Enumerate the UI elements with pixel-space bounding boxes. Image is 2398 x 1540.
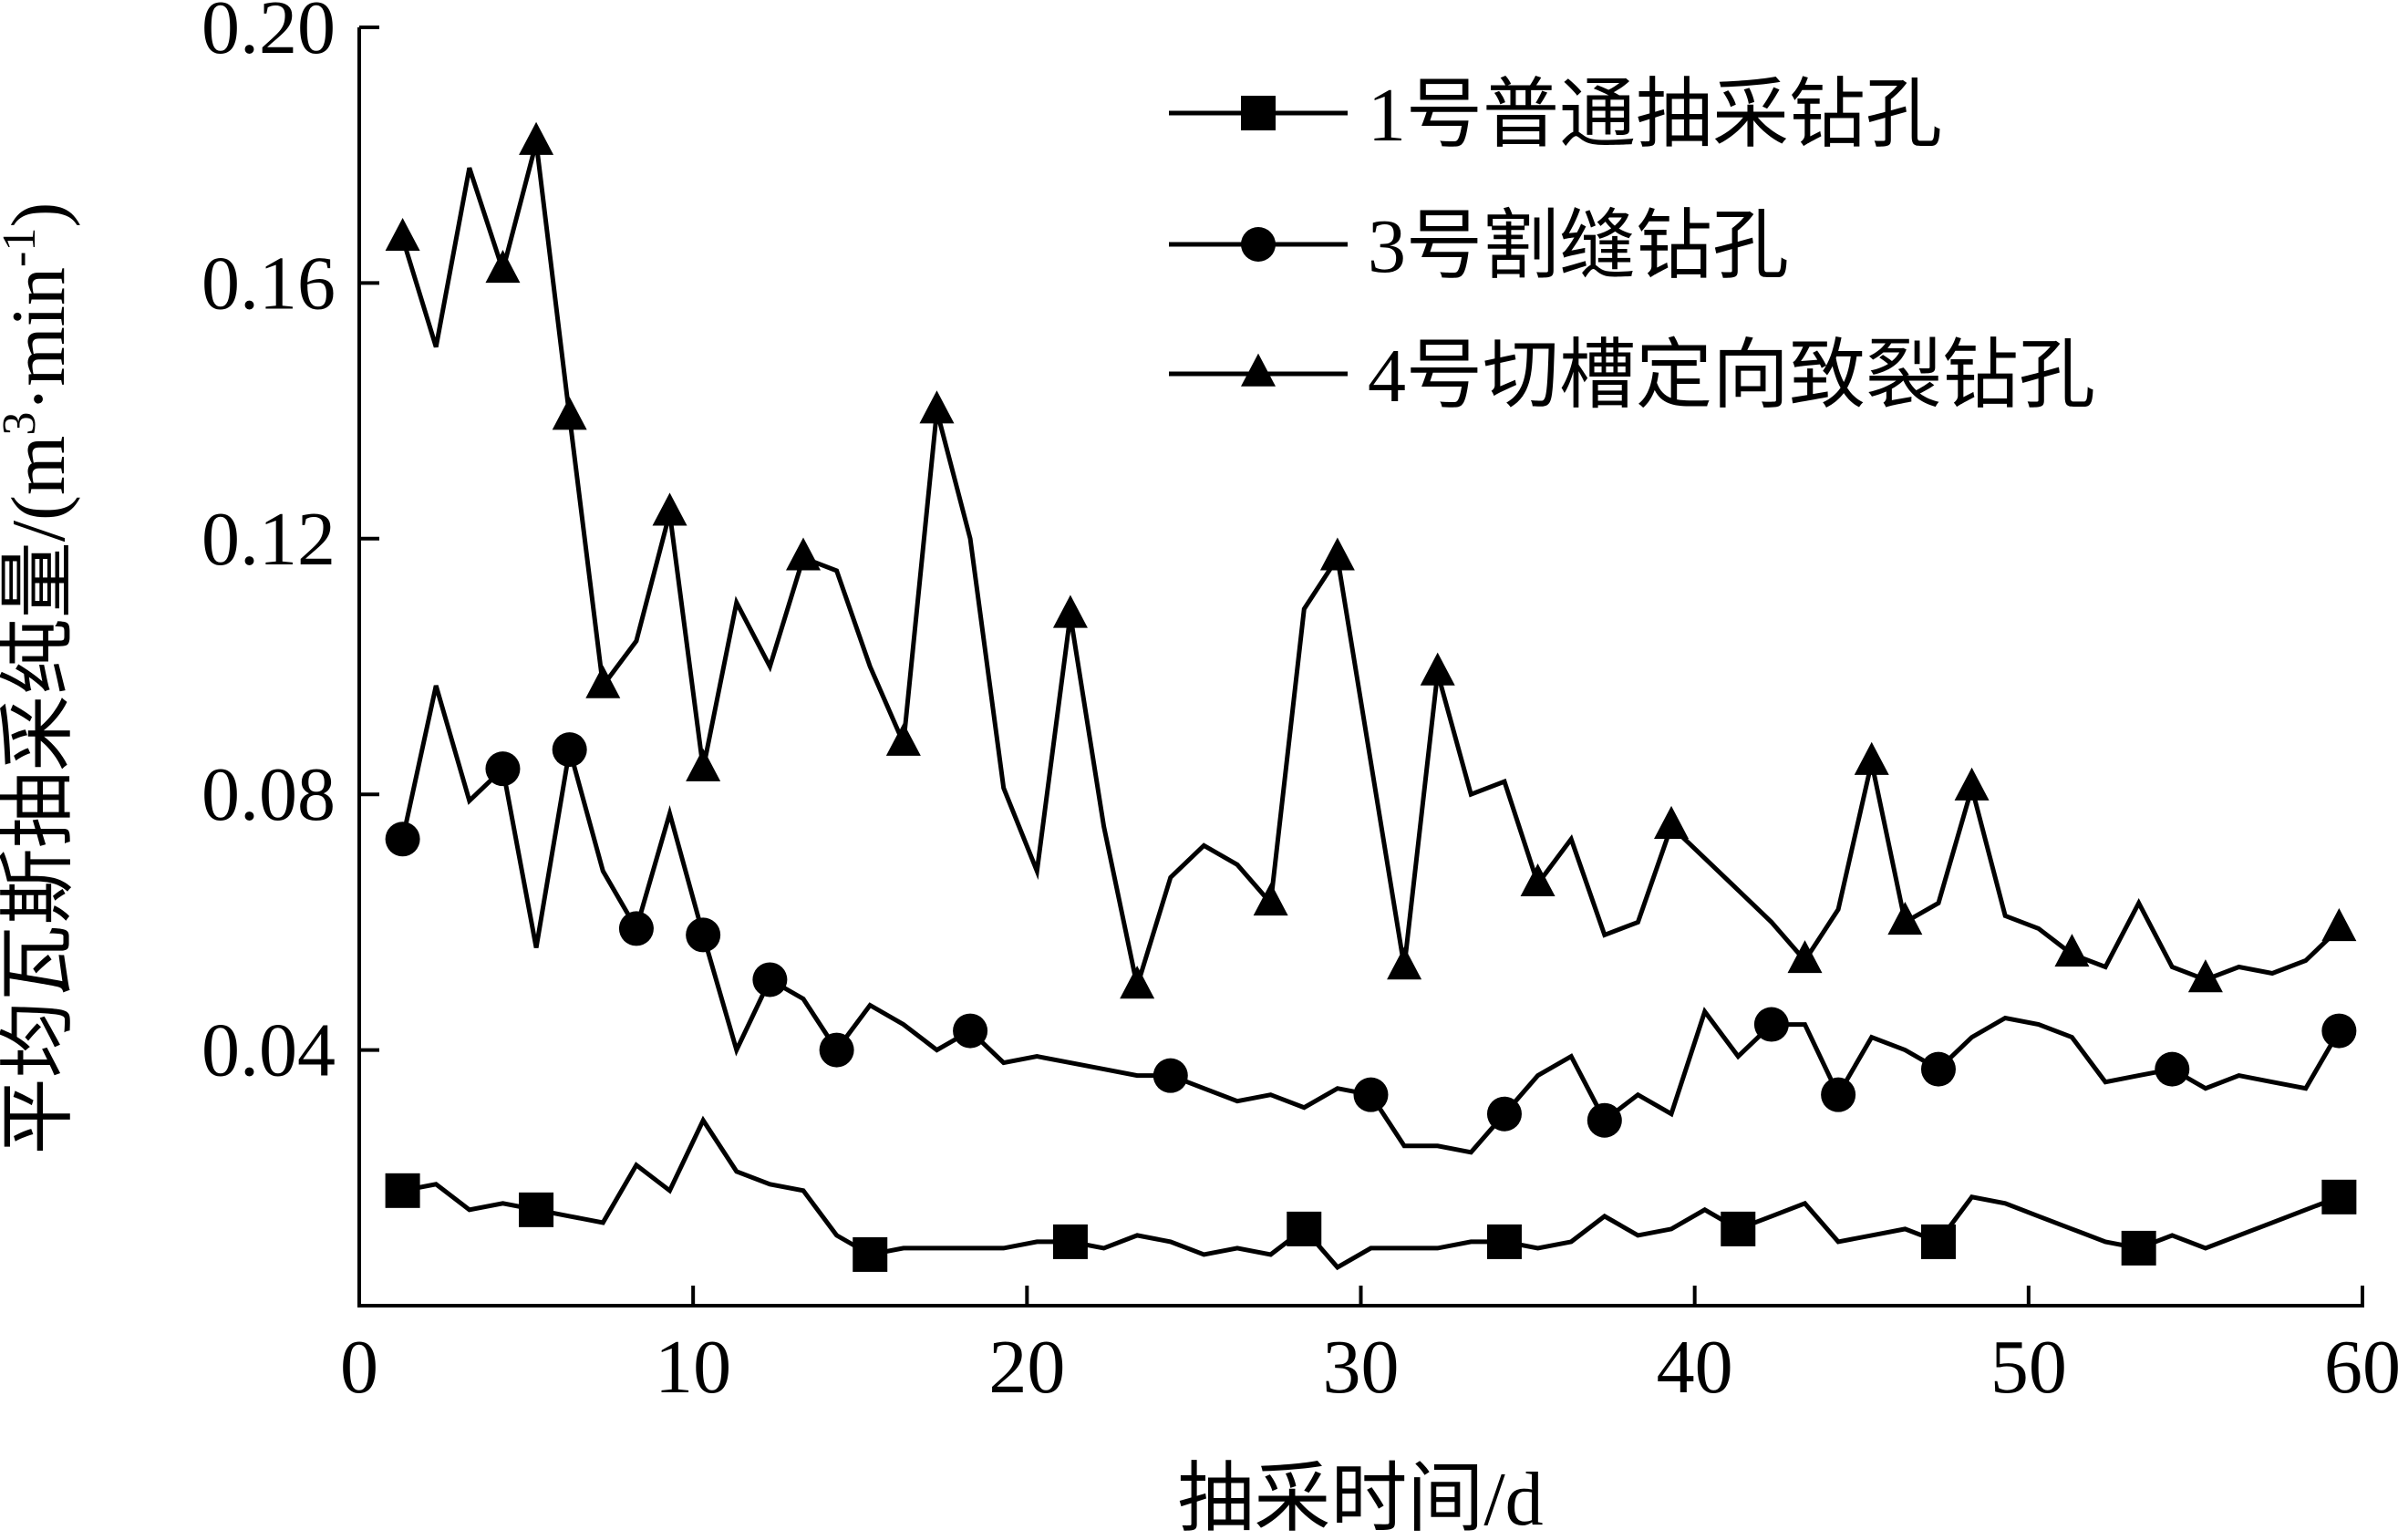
marker-triangle bbox=[919, 390, 955, 424]
marker-circle bbox=[953, 1013, 988, 1049]
marker-triangle bbox=[652, 492, 687, 526]
marker-square bbox=[1241, 96, 1276, 130]
marker-triangle bbox=[1787, 940, 1823, 974]
x-tick-label: 60 bbox=[2324, 1325, 2398, 1410]
legend: 1号普通抽采钻孔 3号割缝钻孔 4号切槽定向致裂钻孔 bbox=[1169, 73, 2095, 419]
legend-label: 3号割缝钻孔 bbox=[1368, 204, 1789, 289]
marker-square bbox=[1721, 1211, 1756, 1246]
legend-item-3: 4号切槽定向致裂钻孔 bbox=[1169, 334, 2095, 419]
marker-square bbox=[1052, 1224, 1088, 1259]
series-line bbox=[400, 141, 2341, 987]
marker-triangle bbox=[885, 722, 921, 756]
marker-circle bbox=[1753, 1007, 1789, 1042]
marker-triangle bbox=[485, 249, 521, 284]
marker-triangle bbox=[585, 665, 621, 698]
marker-square bbox=[1920, 1224, 1956, 1259]
marker-square bbox=[1287, 1211, 1322, 1246]
marker-triangle bbox=[552, 397, 587, 430]
y-axis-title-sup-3: 3 bbox=[0, 412, 46, 436]
marker-triangle bbox=[2187, 959, 2223, 993]
y-tick-label: 0.16 bbox=[202, 241, 336, 326]
y-axis-title-sup-neg1: -1 bbox=[0, 228, 46, 267]
marker-circle bbox=[1920, 1051, 1956, 1087]
y-axis-title-end: ) bbox=[0, 202, 81, 228]
marker-triangle bbox=[686, 748, 721, 781]
marker-circle bbox=[1353, 1077, 1389, 1112]
x-tick-label: 10 bbox=[655, 1325, 731, 1410]
marker-circle bbox=[819, 1032, 854, 1068]
marker-triangle bbox=[1120, 966, 1155, 999]
legend-item-2: 3号割缝钻孔 bbox=[1169, 204, 1789, 289]
x-tick-label: 30 bbox=[1323, 1325, 1400, 1410]
marker-square bbox=[853, 1236, 888, 1272]
series-line bbox=[402, 1115, 2341, 1271]
y-axis-title-mid: ·min bbox=[0, 267, 81, 412]
legend-item-1: 1号普通抽采钻孔 bbox=[1169, 73, 1942, 158]
series-2 bbox=[385, 685, 2357, 1155]
marker-triangle bbox=[385, 217, 420, 252]
marker-triangle bbox=[2054, 934, 2090, 967]
legend-label: 1号普通抽采钻孔 bbox=[1368, 73, 1942, 158]
marker-triangle bbox=[786, 537, 822, 571]
axis-frame bbox=[357, 27, 2364, 1307]
marker-triangle bbox=[1420, 652, 1455, 686]
x-tick-label: 50 bbox=[1990, 1325, 2067, 1410]
y-tick-label: 0.12 bbox=[202, 497, 336, 582]
marker-triangle bbox=[1520, 863, 1556, 897]
marker-triangle bbox=[1654, 805, 1690, 839]
marker-square bbox=[385, 1173, 420, 1208]
marker-triangle bbox=[1887, 902, 1923, 935]
marker-circle bbox=[686, 917, 721, 953]
marker-triangle bbox=[1241, 353, 1276, 387]
marker-square bbox=[2121, 1230, 2156, 1266]
marker-circle bbox=[1821, 1077, 1856, 1112]
legend-label: 4号切槽定向致裂钻孔 bbox=[1368, 334, 2095, 419]
marker-triangle bbox=[1052, 594, 1088, 628]
marker-triangle bbox=[1319, 537, 1355, 571]
x-tick-label: 20 bbox=[988, 1325, 1065, 1410]
marker-circle bbox=[385, 822, 420, 857]
marker-circle bbox=[485, 751, 521, 787]
marker-circle bbox=[1241, 227, 1276, 262]
marker-triangle bbox=[1954, 767, 1990, 801]
marker-square bbox=[1486, 1224, 1522, 1259]
x-axis-title: 抽采时间/d bbox=[1177, 1457, 1543, 1540]
marker-circle bbox=[1486, 1096, 1522, 1132]
marker-circle bbox=[1152, 1058, 1188, 1093]
marker-circle bbox=[2321, 1013, 2357, 1049]
marker-triangle bbox=[1387, 946, 1422, 980]
y-axis-title-main: 平均瓦斯抽采纯量/(m bbox=[0, 436, 81, 1155]
y-tick-label: 0.20 bbox=[202, 0, 336, 70]
x-tick-label: 40 bbox=[1657, 1325, 1733, 1410]
marker-circle bbox=[552, 732, 587, 768]
y-tick-label: 0.08 bbox=[202, 752, 336, 837]
series-1 bbox=[385, 1115, 2357, 1272]
marker-triangle bbox=[519, 121, 554, 155]
marker-square bbox=[519, 1192, 554, 1227]
marker-circle bbox=[618, 911, 654, 946]
marker-square bbox=[2321, 1179, 2357, 1214]
marker-triangle bbox=[1253, 882, 1288, 916]
y-tick-label: 0.04 bbox=[202, 1008, 336, 1093]
y-axis-title: 平均瓦斯抽采纯量/(m3·min-1) bbox=[0, 202, 81, 1155]
marker-circle bbox=[1587, 1102, 1622, 1138]
axes: 0 10 20 30 40 50 60 0.04 0.08 0.12 0.16 0.20 bbox=[202, 0, 2398, 1410]
marker-triangle bbox=[1854, 741, 1889, 775]
x-tick-label: 0 bbox=[340, 1325, 378, 1410]
marker-triangle bbox=[2321, 908, 2357, 942]
marker-circle bbox=[2155, 1051, 2190, 1087]
series-3 bbox=[385, 121, 2357, 999]
marker-circle bbox=[752, 962, 788, 997]
series-layer bbox=[385, 121, 2357, 1272]
